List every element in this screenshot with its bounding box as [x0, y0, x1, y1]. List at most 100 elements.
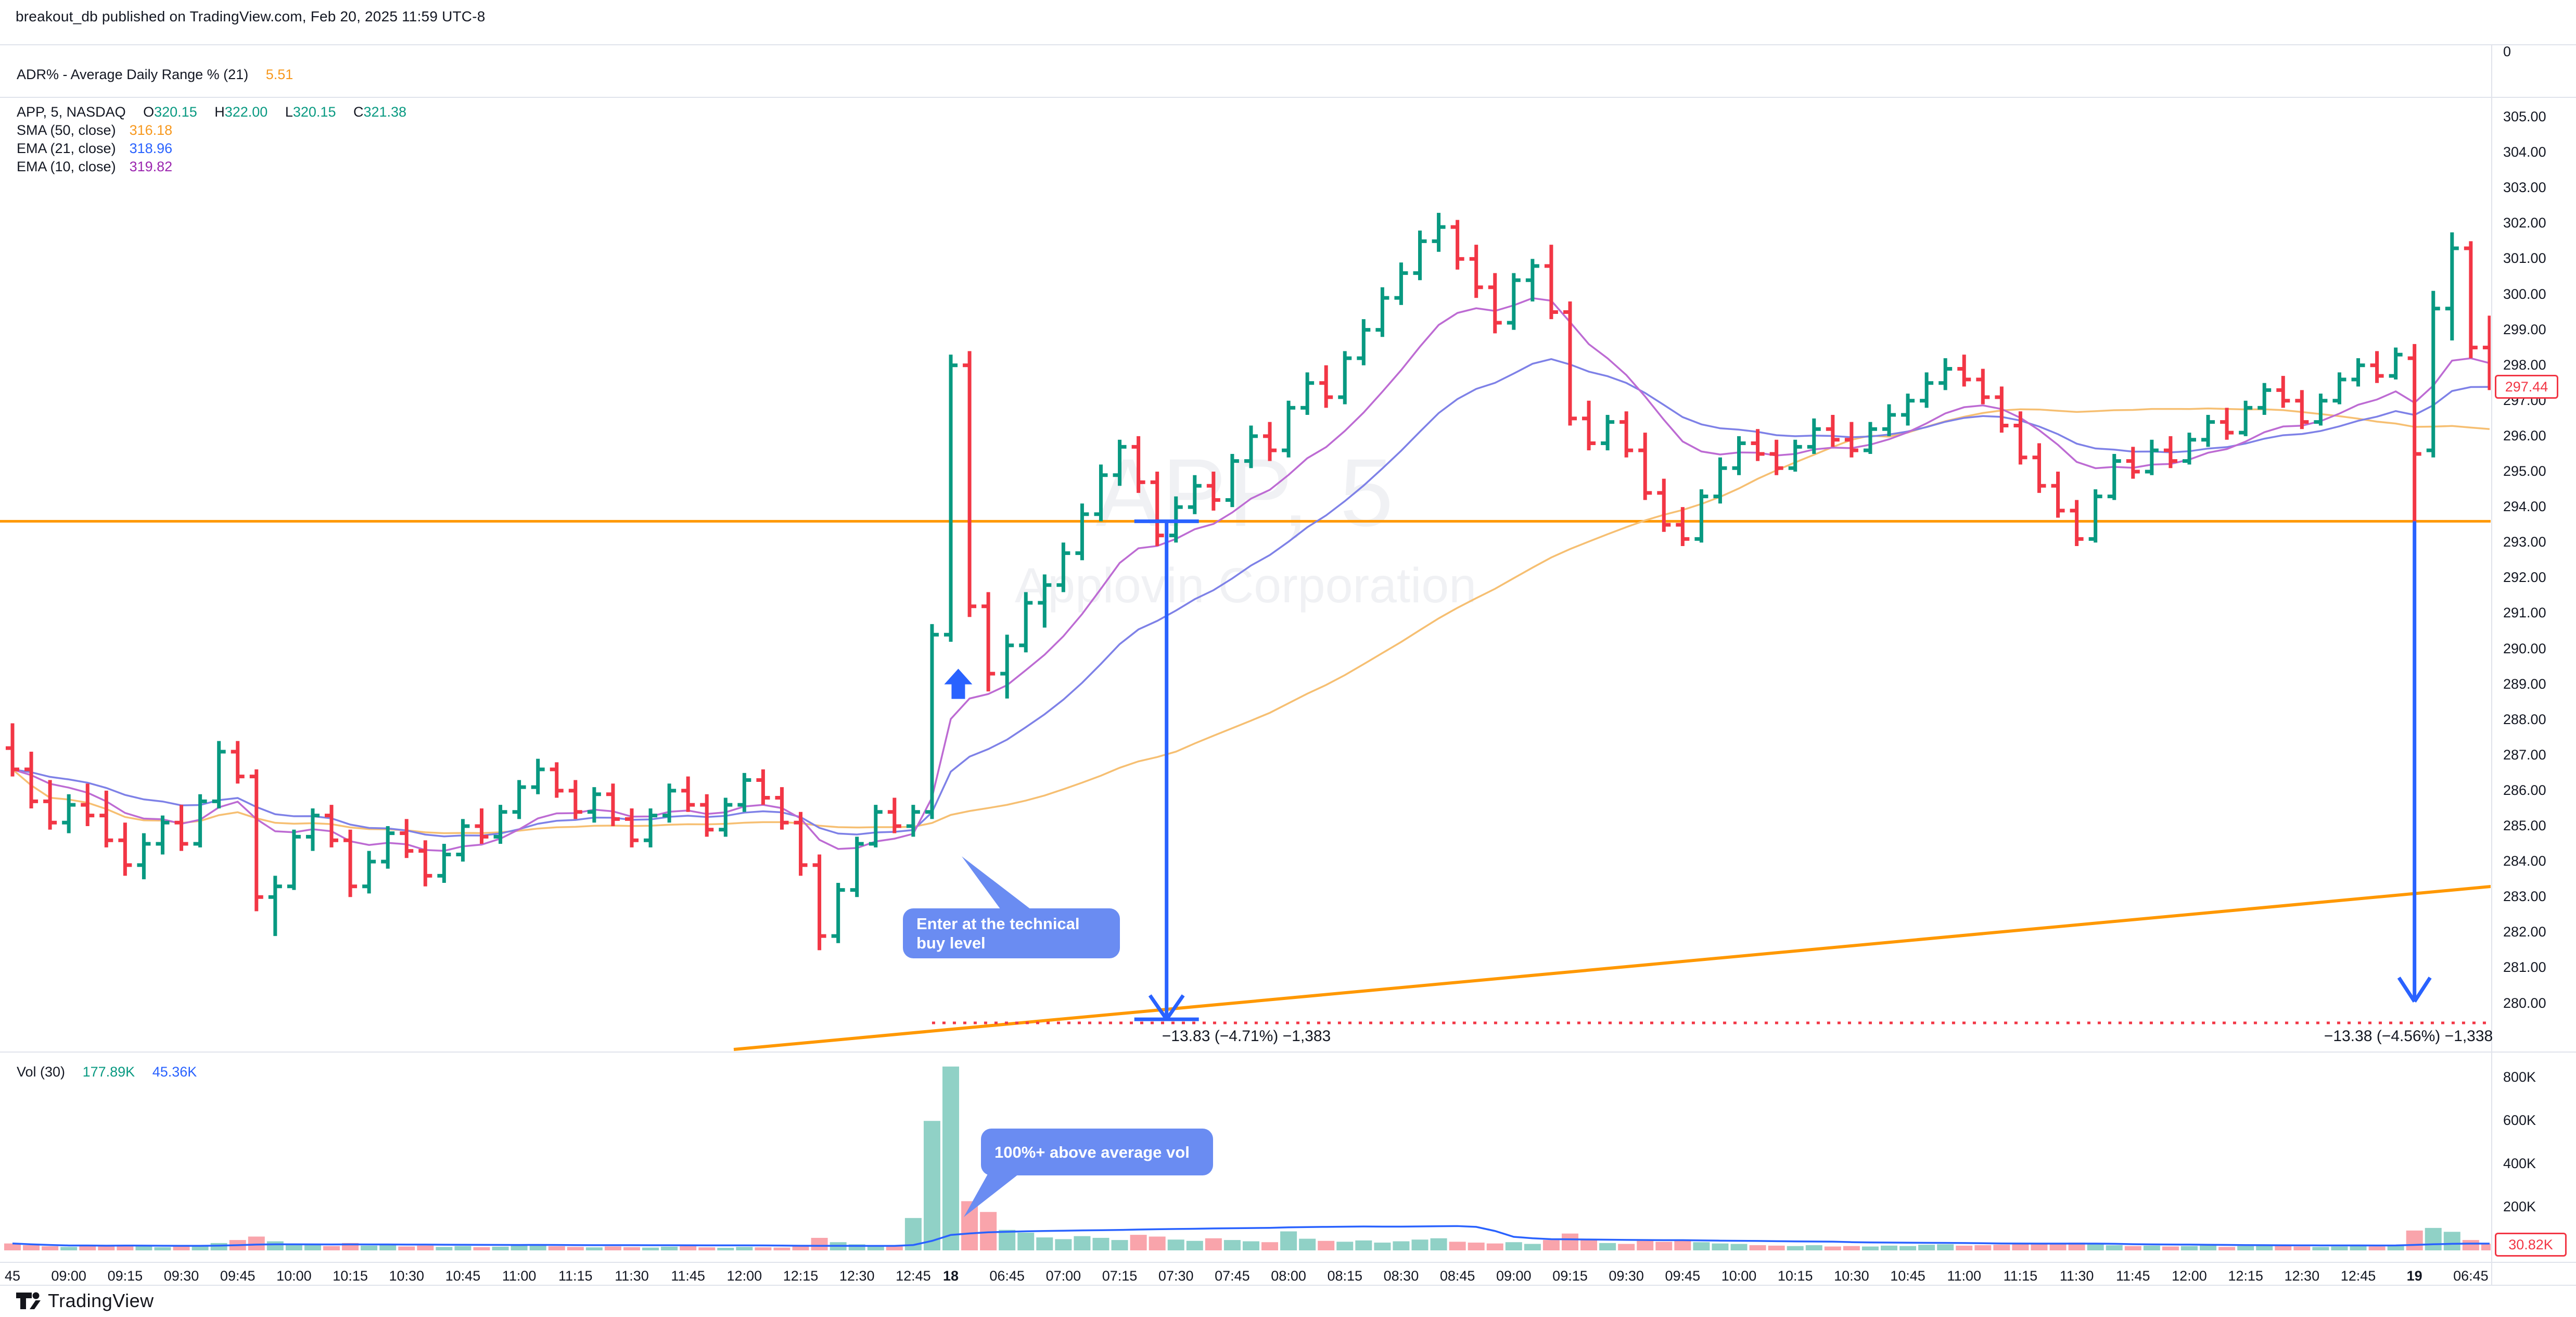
price-axis-tick: 292.00	[2503, 569, 2546, 586]
indicator-value: 319.82	[129, 159, 173, 174]
price-bar	[812, 854, 826, 951]
price-bar	[1282, 400, 1296, 458]
price-bar	[1544, 245, 1558, 320]
time-axis-tick: 08:30	[1383, 1268, 1419, 1284]
indicator-label: SMA (50, close)	[17, 122, 116, 138]
price-bar	[1638, 433, 1652, 500]
volume-bar	[1223, 1240, 1241, 1250]
volume-bar	[1599, 1243, 1616, 1250]
price-bar	[719, 797, 733, 837]
price-bar	[1019, 592, 1033, 653]
price-bar	[1882, 404, 1896, 436]
price-bar	[700, 794, 714, 837]
price-bar	[287, 829, 301, 890]
volume-bar	[2406, 1230, 2423, 1250]
time-axis-tick: 12:00	[2172, 1268, 2207, 1284]
indicator-label: EMA (21, close)	[17, 141, 116, 156]
volume-bar	[1355, 1240, 1372, 1250]
adr-indicator-legend[interactable]: ADR% - Average Daily Range % (21) 5.51	[17, 67, 293, 83]
price-bar	[1150, 472, 1164, 547]
price-bar	[1131, 436, 1145, 493]
price-bar	[381, 826, 395, 869]
volume-callout-tail	[964, 1172, 1021, 1217]
price-bar	[62, 794, 76, 833]
pane-separator-volume[interactable]	[0, 1052, 2576, 1053]
measure-left-arrow	[1134, 519, 1199, 1021]
volume-bar	[266, 1241, 284, 1250]
volume-bar	[2312, 1247, 2329, 1250]
volume-bar	[755, 1247, 772, 1250]
price-bar	[2126, 447, 2140, 479]
pane-separator-timeaxis	[0, 1262, 2576, 1263]
price-bar	[2351, 358, 2365, 387]
volume-bar	[2368, 1246, 2386, 1250]
price-bar	[2314, 394, 2328, 426]
price-bar	[1676, 507, 1690, 547]
time-axis-tick: 11:15	[558, 1268, 593, 1284]
price-bar	[249, 769, 263, 911]
time-axis-tick: 11:45	[2115, 1268, 2150, 1284]
indicator-legend-row[interactable]: EMA (21, close) 318.96	[17, 140, 406, 157]
price-bar	[2220, 408, 2234, 440]
price-bar	[2370, 351, 2384, 383]
price-axis-tick: 286.00	[2503, 782, 2546, 798]
volume-legend[interactable]: Vol (30) 177.89K 45.36K	[17, 1064, 197, 1080]
price-bar	[587, 787, 601, 823]
price-bar	[81, 783, 95, 826]
close-label: C	[353, 104, 364, 120]
time-axis-tick: 11:30	[615, 1268, 649, 1284]
price-axis-tick: 280.00	[2503, 995, 2546, 1011]
time-axis-tick: 06:45	[2453, 1268, 2489, 1284]
tradingview-branding[interactable]: TradingView	[16, 1290, 154, 1312]
volume-axis-tick: 600K	[2503, 1112, 2536, 1129]
low-label: L	[285, 104, 293, 120]
plot-area[interactable]	[0, 212, 2498, 1250]
time-axis-tick: 10:45	[445, 1268, 481, 1284]
entry-callout[interactable]: Enter at the technical buy level	[903, 908, 1120, 958]
price-bar	[1300, 372, 1315, 415]
time-axis-tick: 09:00	[51, 1268, 86, 1284]
price-axis-tick: 302.00	[2503, 215, 2546, 231]
price-bar	[1113, 439, 1127, 486]
volume-bar	[2031, 1244, 2048, 1250]
price-bar	[362, 851, 376, 894]
volume-bar	[1618, 1244, 1635, 1250]
price-axis-tick: 281.00	[2503, 959, 2546, 976]
indicator-legend-row[interactable]: SMA (50, close) 316.18	[17, 121, 406, 139]
volume-bar	[417, 1245, 434, 1250]
volume-bar	[886, 1246, 903, 1250]
price-bar	[24, 751, 39, 808]
time-axis-tick: 11:45	[671, 1268, 705, 1284]
price-bar	[2464, 241, 2478, 359]
volume-bar	[999, 1230, 1016, 1250]
price-bar	[850, 837, 864, 897]
symbol-legend-row[interactable]: APP, 5, NASDAQ O320.15 H322.00 L320.15 C…	[17, 103, 406, 121]
volume-bar	[1542, 1240, 1560, 1250]
volume-bar	[248, 1236, 265, 1250]
volume-bar	[23, 1245, 40, 1250]
indicator-legend-row[interactable]: EMA (10, close) 319.82	[17, 158, 406, 175]
volume-axis-tick: 400K	[2503, 1156, 2536, 1172]
time-axis-tick: 07:30	[1158, 1268, 1194, 1284]
volume-bar	[1637, 1240, 1654, 1250]
pane-separator-adr[interactable]	[0, 97, 2576, 98]
volume-bar	[2331, 1246, 2348, 1250]
price-bar	[1319, 365, 1333, 408]
volume-bar	[154, 1247, 171, 1250]
price-bar	[1507, 273, 1521, 330]
time-axis-tick: 09:45	[220, 1268, 256, 1284]
ema10-line	[12, 297, 2490, 852]
volume-bar	[736, 1247, 753, 1250]
volume-callout[interactable]: 100%+ above average vol	[981, 1129, 1213, 1175]
price-bar	[2239, 400, 2253, 436]
price-bar	[2107, 453, 2121, 500]
volume-bar	[1918, 1245, 1935, 1250]
time-axis-tick: 09:30	[163, 1268, 199, 1284]
volume-bar	[2162, 1246, 2179, 1250]
time-axis-tick: 12:45	[896, 1268, 931, 1284]
price-axis-separator[interactable]	[2491, 44, 2492, 1286]
volume-bar	[1111, 1240, 1128, 1250]
price-bar	[1807, 418, 1821, 454]
measure-right-arrow	[2397, 521, 2432, 1003]
